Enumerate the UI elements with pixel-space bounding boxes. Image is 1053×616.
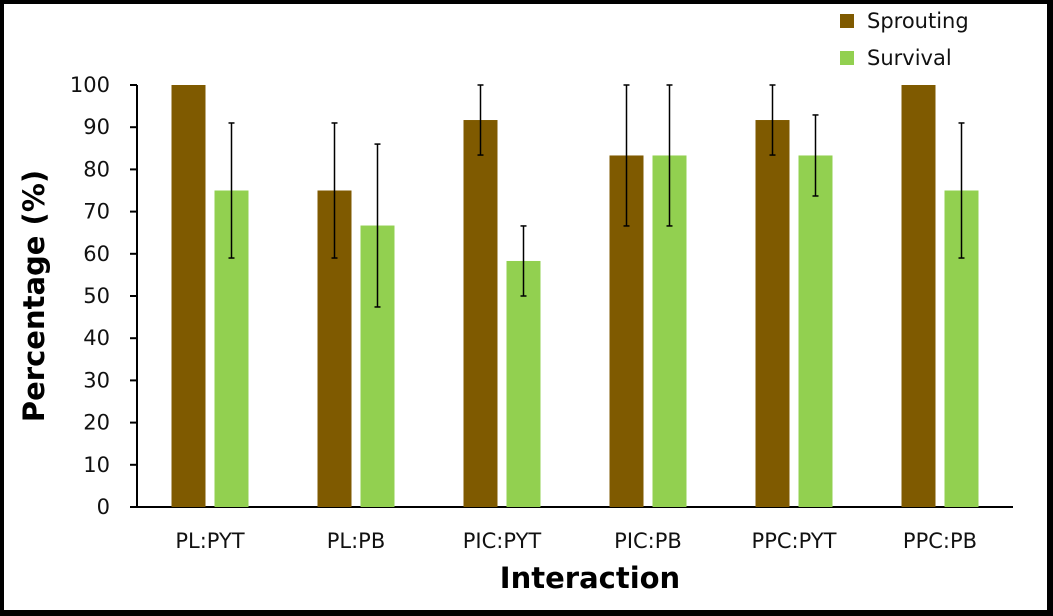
y-tick-label: 90 xyxy=(83,115,110,139)
legend: Sprouting Survival xyxy=(826,4,1036,76)
bars xyxy=(171,85,979,507)
x-tick-label: PIC:PB xyxy=(614,529,682,553)
y-tick-label: 30 xyxy=(83,368,110,392)
bar-chart: 0 10 20 30 40 50 60 70 80 90 100 PL:PYT PL:PB PIC:PY… xyxy=(17,4,1036,595)
legend-swatch-survival xyxy=(840,51,854,65)
y-tick-label: 20 xyxy=(83,411,110,435)
x-axis-ticks: PL:PYT PL:PB PIC:PYT PIC:PB PPC:PYT PPC:PB xyxy=(175,529,977,553)
legend-label-survival: Survival xyxy=(867,46,952,70)
bar-sprouting xyxy=(755,120,790,507)
y-tick-label: 40 xyxy=(83,326,110,350)
x-tick-label: PPC:PYT xyxy=(752,529,837,553)
y-tick-label: 50 xyxy=(83,284,110,308)
y-tick-label: 10 xyxy=(83,453,110,477)
y-tick-label: 0 xyxy=(97,495,110,519)
x-tick-label: PL:PYT xyxy=(175,529,244,553)
y-axis-title: Percentage (%) xyxy=(17,170,51,422)
legend-swatch-sprouting xyxy=(840,14,854,28)
error-bars xyxy=(228,84,965,308)
bar-sprouting xyxy=(171,85,206,507)
legend-label-sprouting: Sprouting xyxy=(867,9,969,33)
bar-survival xyxy=(798,155,833,507)
bar-sprouting xyxy=(463,120,498,507)
y-axis-ticks: 0 10 20 30 40 50 60 70 80 90 100 xyxy=(70,73,137,519)
y-tick-label: 100 xyxy=(70,73,110,97)
bar-survival xyxy=(506,260,541,507)
legend-box xyxy=(826,4,1036,76)
chart-frame: 0 10 20 30 40 50 60 70 80 90 100 PL:PYT PL:PB PIC:PY… xyxy=(4,4,1047,610)
y-tick-label: 70 xyxy=(83,200,110,224)
x-tick-label: PIC:PYT xyxy=(463,529,542,553)
x-tick-label: PL:PB xyxy=(327,529,386,553)
y-tick-label: 80 xyxy=(83,157,110,181)
x-tick-label: PPC:PB xyxy=(903,529,977,553)
axes xyxy=(136,85,1013,508)
bar-sprouting xyxy=(901,85,936,507)
y-tick-label: 60 xyxy=(83,242,110,266)
x-axis-title: Interaction xyxy=(500,561,680,595)
